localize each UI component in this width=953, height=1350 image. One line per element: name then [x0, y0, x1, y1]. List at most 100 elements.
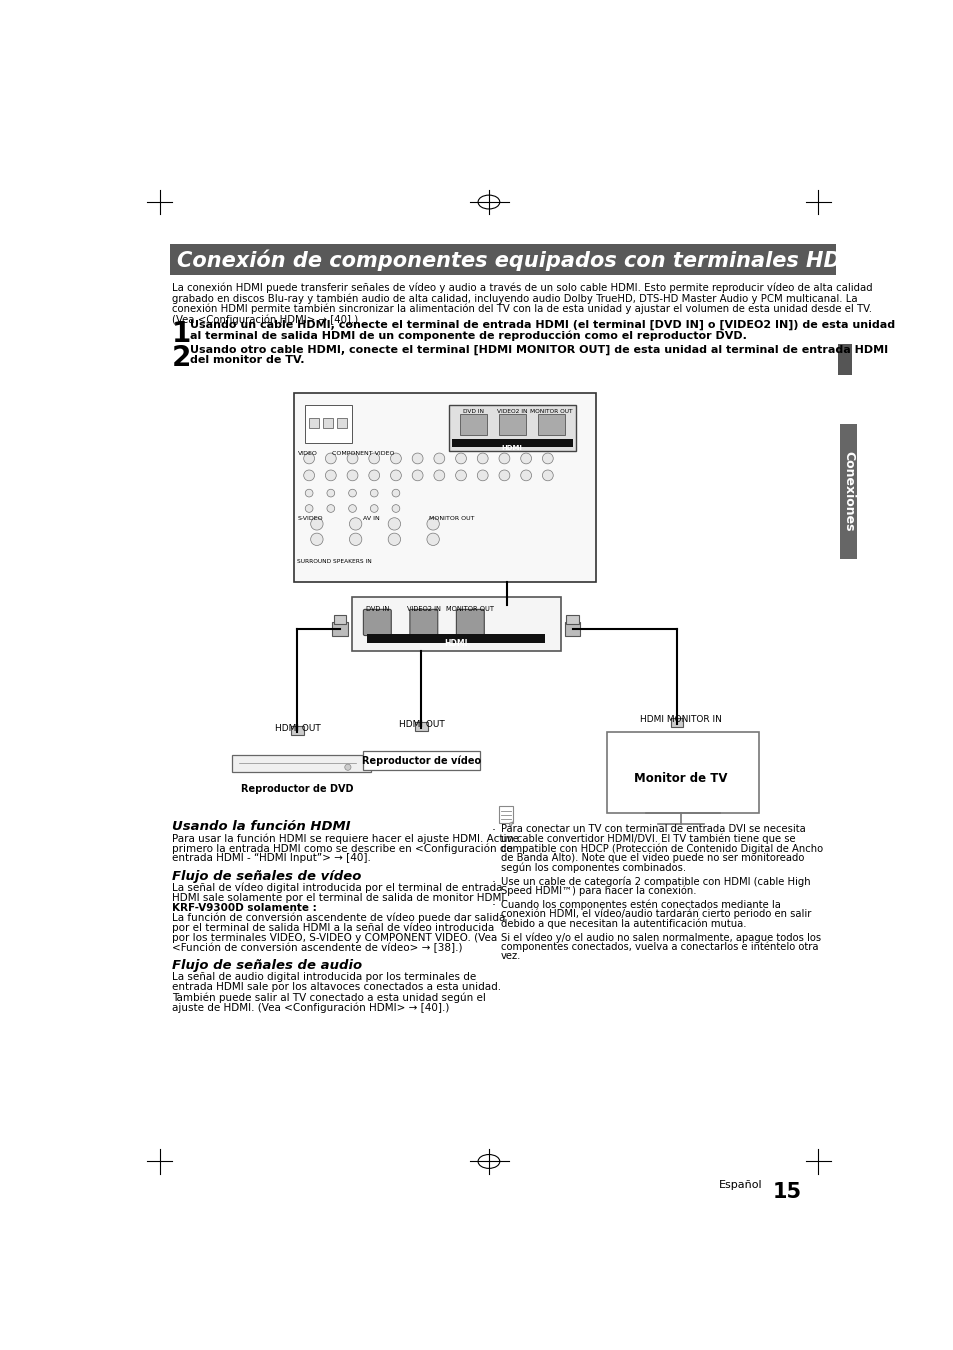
Text: Si el vídeo y/o el audio no salen normalmente, apague todos los: Si el vídeo y/o el audio no salen normal…	[500, 931, 820, 942]
FancyBboxPatch shape	[363, 609, 391, 636]
Text: Conexiones: Conexiones	[841, 451, 854, 531]
Text: Usando la función HDMI: Usando la función HDMI	[172, 821, 350, 833]
Circle shape	[369, 454, 379, 464]
Circle shape	[476, 470, 488, 481]
Text: HDMI: HDMI	[444, 640, 468, 648]
Circle shape	[476, 454, 488, 464]
Circle shape	[427, 533, 439, 545]
Text: <Función de conversión ascendente de vídeo> → [38].): <Función de conversión ascendente de víd…	[172, 942, 462, 953]
Text: ·: ·	[491, 899, 495, 913]
Text: La función de conversión ascendente de vídeo puede dar salida: La función de conversión ascendente de v…	[172, 913, 505, 923]
Text: 15: 15	[772, 1183, 801, 1203]
Text: HDMI sale solamente por el terminal de salida de monitor HDMI.: HDMI sale solamente por el terminal de s…	[172, 892, 507, 903]
Text: Usando otro cable HDMI, conecte el terminal [HDMI MONITOR OUT] de esta unidad al: Usando otro cable HDMI, conecte el termi…	[190, 344, 887, 355]
Bar	[170, 244, 835, 275]
Text: Speed HDMI™) para hacer la conexión.: Speed HDMI™) para hacer la conexión.	[500, 886, 696, 896]
Text: DVD IN: DVD IN	[365, 606, 389, 613]
Bar	[291, 726, 303, 734]
Circle shape	[434, 454, 444, 464]
Circle shape	[349, 533, 361, 545]
Text: VIDEO: VIDEO	[297, 451, 317, 456]
Bar	[838, 344, 852, 375]
Text: VIDEO2 IN: VIDEO2 IN	[407, 606, 440, 613]
Bar	[564, 622, 579, 636]
Text: un cable convertidor HDMI/DVI. El TV también tiene que se: un cable convertidor HDMI/DVI. El TV tam…	[500, 834, 795, 844]
Text: componentes conectados, vuelva a conectarlos e inténtelo otra: componentes conectados, vuelva a conecta…	[500, 942, 817, 952]
Text: entrada HDMI sale por los altavoces conectados a esta unidad.: entrada HDMI sale por los altavoces cone…	[172, 981, 500, 992]
Text: AV IN: AV IN	[363, 516, 379, 521]
Circle shape	[327, 505, 335, 513]
Bar	[305, 405, 352, 443]
Circle shape	[392, 505, 399, 513]
Bar	[607, 732, 758, 813]
Bar	[459, 414, 487, 435]
Text: MONITOR OUT: MONITOR OUT	[429, 516, 475, 521]
Text: Usando un cable HDMI, conecte el terminal de entrada HDMI (el terminal [DVD IN] : Usando un cable HDMI, conecte el termina…	[190, 320, 894, 331]
Text: ajuste de HDMI. (Vea <Configuración HDMI> → [40].): ajuste de HDMI. (Vea <Configuración HDMI…	[172, 1002, 449, 1012]
Bar	[452, 439, 572, 447]
Text: Use un cable de categoría 2 compatible con HDMI (cable High: Use un cable de categoría 2 compatible c…	[500, 876, 809, 887]
Text: VIDEO2 IN: VIDEO2 IN	[497, 409, 527, 414]
FancyBboxPatch shape	[456, 609, 484, 636]
Text: Monitor de TV: Monitor de TV	[634, 771, 727, 784]
Text: por el terminal de salida HDMI a la señal de vídeo introducida: por el terminal de salida HDMI a la seña…	[172, 923, 494, 933]
Circle shape	[388, 533, 400, 545]
Text: COMPONENT VIDEO: COMPONENT VIDEO	[332, 451, 395, 456]
Text: al terminal de salida HDMI de un componente de reproducción como el reproductor : al terminal de salida HDMI de un compone…	[190, 331, 746, 342]
Bar	[367, 634, 545, 643]
Polygon shape	[509, 822, 513, 828]
Bar	[566, 614, 578, 624]
Circle shape	[325, 470, 335, 481]
Circle shape	[311, 518, 323, 531]
Text: La señal de vídeo digital introducida por el terminal de entrada: La señal de vídeo digital introducida po…	[172, 883, 502, 894]
Text: Para conectar un TV con terminal de entrada DVI se necesita: Para conectar un TV con terminal de entr…	[500, 825, 804, 834]
Circle shape	[347, 454, 357, 464]
Text: Reproductor de vídeo: Reproductor de vídeo	[361, 756, 480, 767]
Text: También puede salir al TV conectado a esta unidad según el: También puede salir al TV conectado a es…	[172, 992, 485, 1003]
Circle shape	[370, 489, 377, 497]
Bar	[498, 414, 525, 435]
Bar	[840, 424, 856, 559]
Text: conexión HDMI permite también sincronizar la alimentación del TV con la de esta : conexión HDMI permite también sincroniza…	[172, 304, 871, 315]
Circle shape	[434, 470, 444, 481]
Text: Para usar la función HDMI se requiere hacer el ajuste HDMI. Active: Para usar la función HDMI se requiere ha…	[172, 833, 518, 844]
Text: por los terminales VIDEO, S-VIDEO y COMPONENT VIDEO. (Vea: por los terminales VIDEO, S-VIDEO y COMP…	[172, 933, 497, 942]
Bar	[323, 417, 333, 428]
Circle shape	[456, 470, 466, 481]
Circle shape	[347, 470, 357, 481]
Circle shape	[520, 470, 531, 481]
Circle shape	[303, 454, 314, 464]
Bar	[336, 417, 347, 428]
Circle shape	[348, 505, 356, 513]
Circle shape	[498, 454, 509, 464]
Text: HDMI: HDMI	[501, 444, 522, 451]
Text: KRF-V9300D solamente :: KRF-V9300D solamente :	[172, 903, 316, 913]
Circle shape	[344, 764, 351, 771]
Circle shape	[311, 533, 323, 545]
Circle shape	[305, 505, 313, 513]
Circle shape	[427, 518, 439, 531]
Circle shape	[392, 489, 399, 497]
Circle shape	[305, 489, 313, 497]
Bar	[415, 722, 427, 732]
Circle shape	[542, 470, 553, 481]
Circle shape	[325, 454, 335, 464]
Text: conexión HDMI, el vídeo/audio tardarán cierto periodo en salir: conexión HDMI, el vídeo/audio tardarán c…	[500, 909, 810, 919]
Bar	[309, 417, 319, 428]
Text: Reproductor de DVD: Reproductor de DVD	[241, 784, 354, 794]
Circle shape	[520, 454, 531, 464]
Text: debido a que necesitan la autentificación mutua.: debido a que necesitan la autentificació…	[500, 918, 745, 929]
Circle shape	[327, 489, 335, 497]
Text: S-VIDEO: S-VIDEO	[297, 516, 323, 521]
Text: ·: ·	[491, 931, 495, 945]
Text: MONITOR OUT: MONITOR OUT	[529, 409, 572, 414]
Bar	[363, 751, 479, 771]
Text: HDMI OUT: HDMI OUT	[398, 721, 444, 729]
Text: del monitor de TV.: del monitor de TV.	[190, 355, 304, 366]
Circle shape	[412, 454, 422, 464]
Text: Cuando los componentes estén conectados mediante la: Cuando los componentes estén conectados …	[500, 899, 780, 910]
Text: SURROUND SPEAKERS IN: SURROUND SPEAKERS IN	[297, 559, 372, 563]
Circle shape	[390, 454, 401, 464]
Text: de Banda Alto). Note que el video puede no ser monitoreado: de Banda Alto). Note que el video puede …	[500, 853, 803, 863]
Text: Flujo de señales de audio: Flujo de señales de audio	[172, 958, 362, 972]
